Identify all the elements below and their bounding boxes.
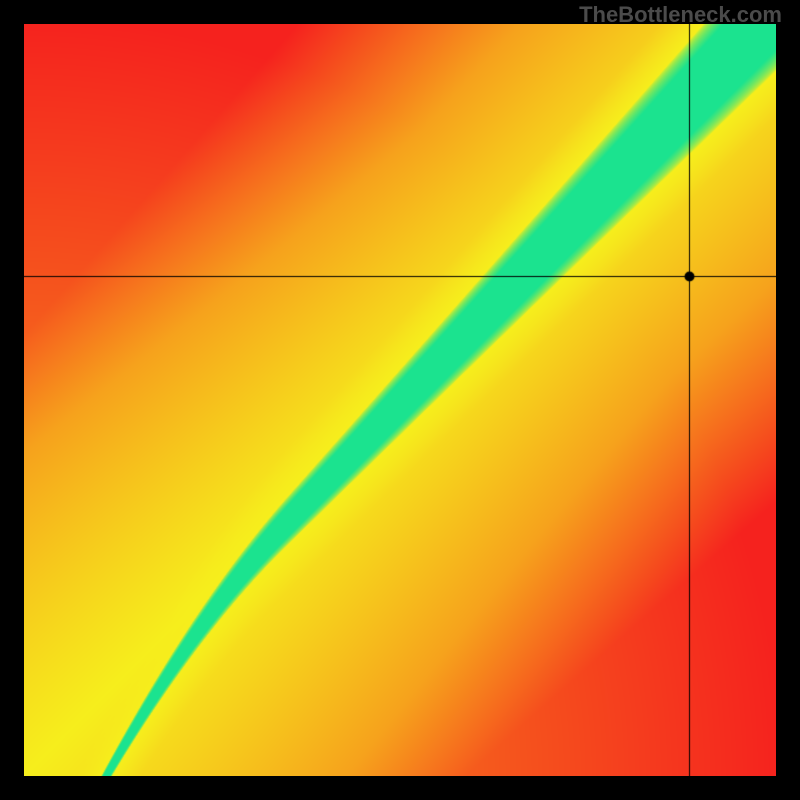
watermark-text: TheBottleneck.com (579, 2, 782, 28)
chart-container: TheBottleneck.com (0, 0, 800, 800)
bottleneck-heatmap (24, 24, 776, 776)
